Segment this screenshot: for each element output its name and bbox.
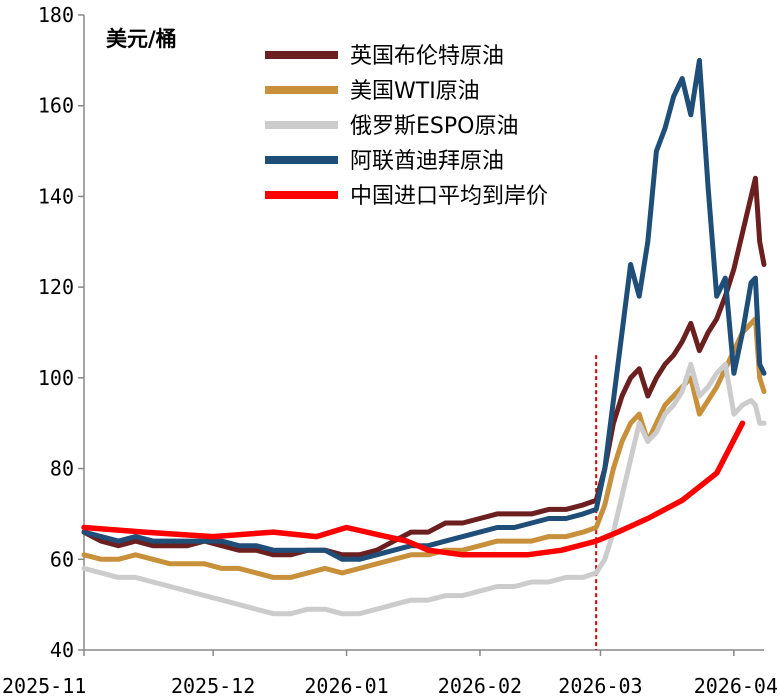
legend-label-4: 中国进口平均到岸价 bbox=[350, 184, 548, 209]
series-line-2 bbox=[81, 361, 767, 617]
unit-label: 美元/桶 bbox=[106, 27, 177, 51]
y-tick-label: 120 bbox=[38, 275, 74, 299]
x-axis-ticks: 2025-11 2025-12 2026-01 2026-02 2026-03 2026-… bbox=[2, 650, 778, 698]
legend-label-2: 俄罗斯ESPO原油 bbox=[350, 114, 518, 139]
legend-label-3: 阿联酋迪拜原油 bbox=[350, 149, 504, 174]
series-line-3 bbox=[81, 57, 767, 562]
y-tick-label: 100 bbox=[38, 366, 74, 390]
y-tick-label: 60 bbox=[50, 547, 74, 571]
legend-label-1: 美国WTI原油 bbox=[350, 79, 480, 104]
axes bbox=[83, 15, 764, 651]
x-tick-label: 2026-04 bbox=[694, 674, 778, 698]
y-tick-label: 160 bbox=[38, 94, 74, 118]
series-line-0 bbox=[81, 175, 767, 558]
series-lines bbox=[81, 57, 767, 617]
x-tick-label: 2026-01 bbox=[304, 674, 388, 698]
legend-label-0: 英国布伦特原油 bbox=[350, 44, 504, 69]
y-tick-label: 180 bbox=[38, 3, 74, 27]
series-line-1 bbox=[81, 316, 767, 580]
y-tick-label: 140 bbox=[38, 184, 74, 208]
y-tick-label: 80 bbox=[50, 457, 74, 481]
y-axis-ticks: 40 60 80 100 120 140 160 180 bbox=[38, 3, 84, 662]
x-tick-label: 2026-03 bbox=[558, 674, 642, 698]
x-tick-label: 2025-11 bbox=[2, 674, 86, 698]
y-tick-label: 40 bbox=[50, 638, 74, 662]
x-tick-label: 2026-02 bbox=[438, 674, 522, 698]
series-line-4 bbox=[81, 420, 746, 558]
x-tick-label: 2025-12 bbox=[171, 674, 255, 698]
